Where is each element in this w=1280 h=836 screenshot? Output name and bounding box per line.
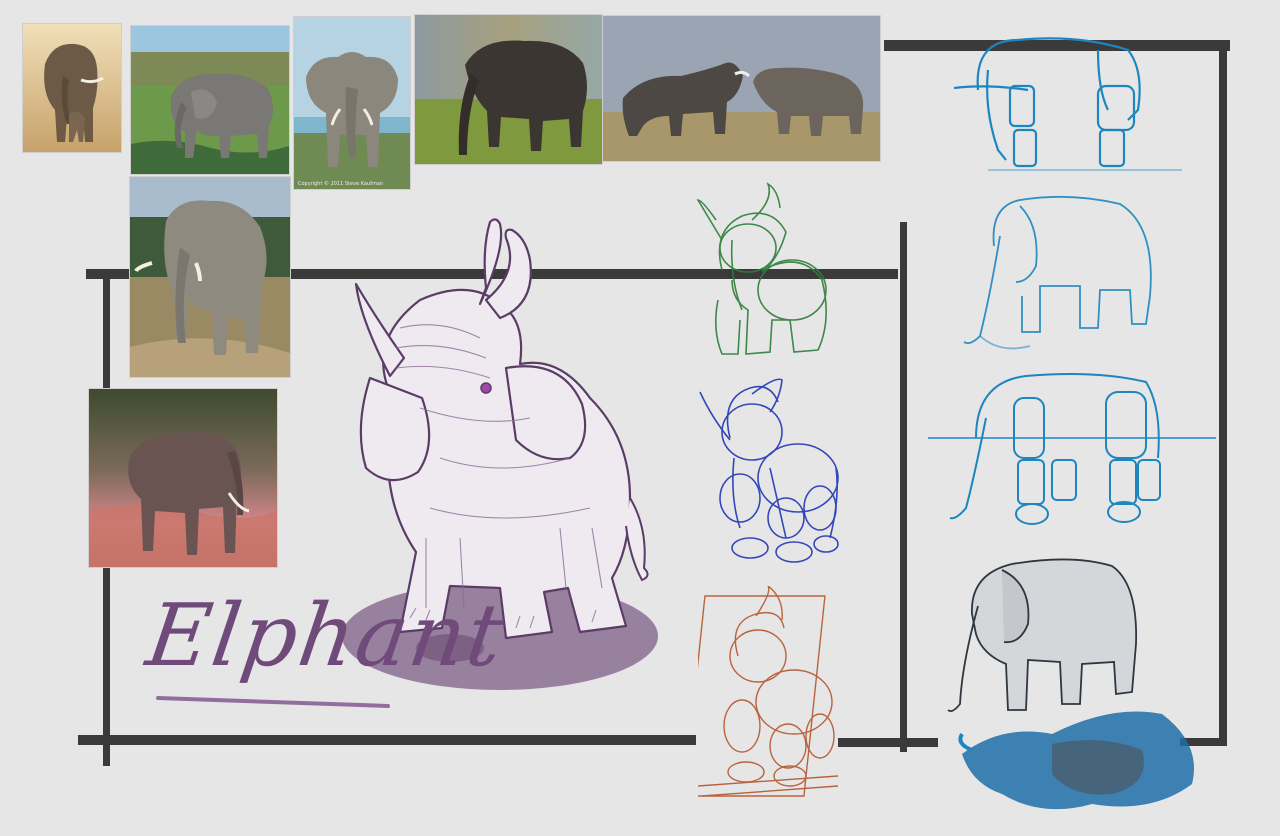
cyan-block-sketch-top xyxy=(948,30,1188,178)
cyan-outline-sketch xyxy=(960,186,1164,354)
main-elephant-sketch xyxy=(330,208,670,698)
reference-photo-wetland-bull xyxy=(130,25,290,175)
reference-photo-road-walk xyxy=(129,176,291,378)
frame-bar-bottom-middle xyxy=(838,738,938,747)
frame-bar-bottom-right xyxy=(1180,738,1226,746)
frame-bar-top-right xyxy=(884,40,1230,51)
reference-photo-sparring-pair xyxy=(602,15,881,162)
gray-shaded-elephant-sketch xyxy=(942,554,1202,818)
blue-construction-sketch xyxy=(690,368,846,572)
title-lettering xyxy=(148,568,448,718)
reference-photo-grass-side xyxy=(414,14,603,165)
reference-photo-front-ears: Copyright © 2011 Steve Kaufman xyxy=(293,16,411,190)
photo-caption: Copyright © 2011 Steve Kaufman xyxy=(298,181,384,187)
reference-photo-cow-and-calf xyxy=(22,23,122,153)
green-construction-sketch xyxy=(682,180,838,360)
reference-photo-dusk-water xyxy=(88,388,278,568)
cyan-cylinder-sketch xyxy=(926,368,1218,538)
title-text: Elphant xyxy=(140,586,511,686)
frame-bar-bottom xyxy=(78,735,696,745)
orange-construction-sketch xyxy=(683,585,846,806)
frame-bar-inner-vertical xyxy=(900,222,907,752)
frame-bar-right xyxy=(1219,46,1227,746)
